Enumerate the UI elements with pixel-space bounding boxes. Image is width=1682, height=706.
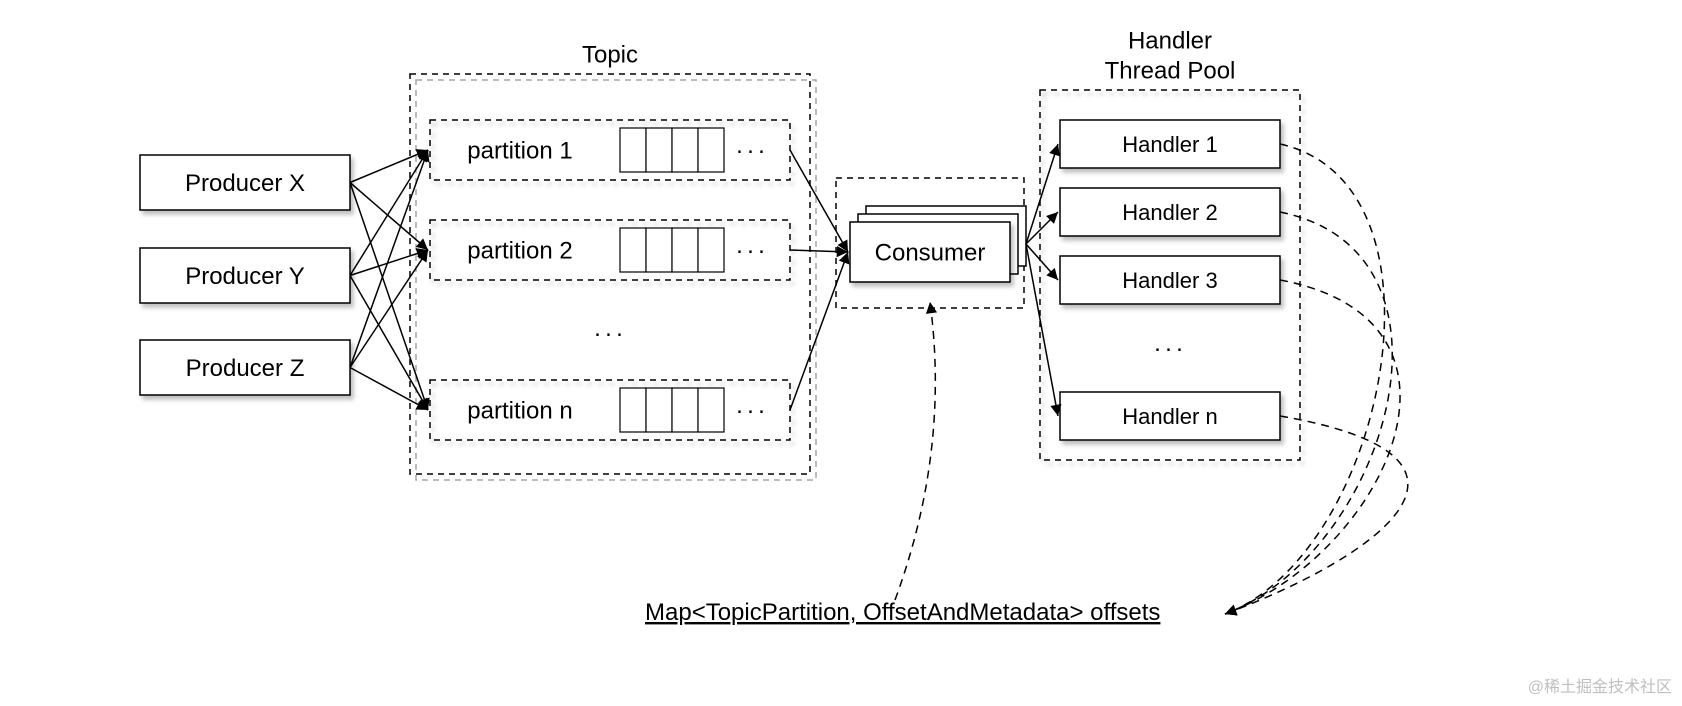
- edge-consumer-handler: [1026, 244, 1058, 280]
- edge-consumer-handler: [1026, 244, 1058, 416]
- queue-slot: [646, 128, 672, 172]
- queue-slot: [646, 388, 672, 432]
- queue-slot: [698, 388, 724, 432]
- handler-label-2: Handler 3: [1122, 268, 1217, 293]
- queue-slot: [620, 128, 646, 172]
- edge-producer-partition: [350, 250, 428, 368]
- edge-offsets-consumer: [895, 302, 935, 600]
- queue-slot: [672, 388, 698, 432]
- architecture-diagram: Producer X Producer Y Producer Z Topic part…: [0, 0, 1682, 706]
- watermark: @稀土掘金技术社区: [1528, 678, 1672, 696]
- queue-slot: [672, 228, 698, 272]
- partition-ellipsis: ···: [736, 397, 769, 424]
- partition-ellipsis: ···: [736, 237, 769, 264]
- handler-label-3: Handler n: [1122, 404, 1217, 429]
- queue-slot: [620, 388, 646, 432]
- handlers-title-1: Handler: [1128, 27, 1212, 54]
- consumer-label: Consumer: [875, 239, 986, 266]
- handler-label-1: Handler 2: [1122, 200, 1217, 225]
- queue-slot: [646, 228, 672, 272]
- partition-label-0: partition 1: [467, 137, 572, 164]
- handlers-title-2: Thread Pool: [1105, 57, 1236, 84]
- offsets-label: Map<TopicPartition, OffsetAndMetadata> o…: [645, 599, 1160, 626]
- partition-label-2: partition n: [467, 397, 572, 424]
- producer-label-2: Producer Z: [186, 355, 305, 382]
- queue-slot: [672, 128, 698, 172]
- queue-slot: [620, 228, 646, 272]
- partition-label-1: partition 2: [467, 237, 572, 264]
- queue-slot: [698, 128, 724, 172]
- producer-label-0: Producer X: [185, 170, 305, 197]
- edge-partition-consumer: [790, 150, 848, 252]
- edge-partition-consumer: [790, 252, 848, 410]
- edge-partition-consumer: [790, 250, 848, 252]
- queue-slot: [698, 228, 724, 272]
- handlers-ellipsis: ···: [1154, 335, 1187, 362]
- handler-label-0: Handler 1: [1122, 132, 1217, 157]
- partition-ellipsis: ···: [736, 137, 769, 164]
- producer-label-1: Producer Y: [185, 263, 305, 290]
- topic-title: Topic: [582, 41, 638, 68]
- edge-handler-offsets: [1225, 280, 1400, 614]
- edge-producer-partition: [350, 150, 428, 183]
- partitions-ellipsis: ···: [594, 320, 627, 347]
- edge-handler-offsets: [1225, 416, 1408, 614]
